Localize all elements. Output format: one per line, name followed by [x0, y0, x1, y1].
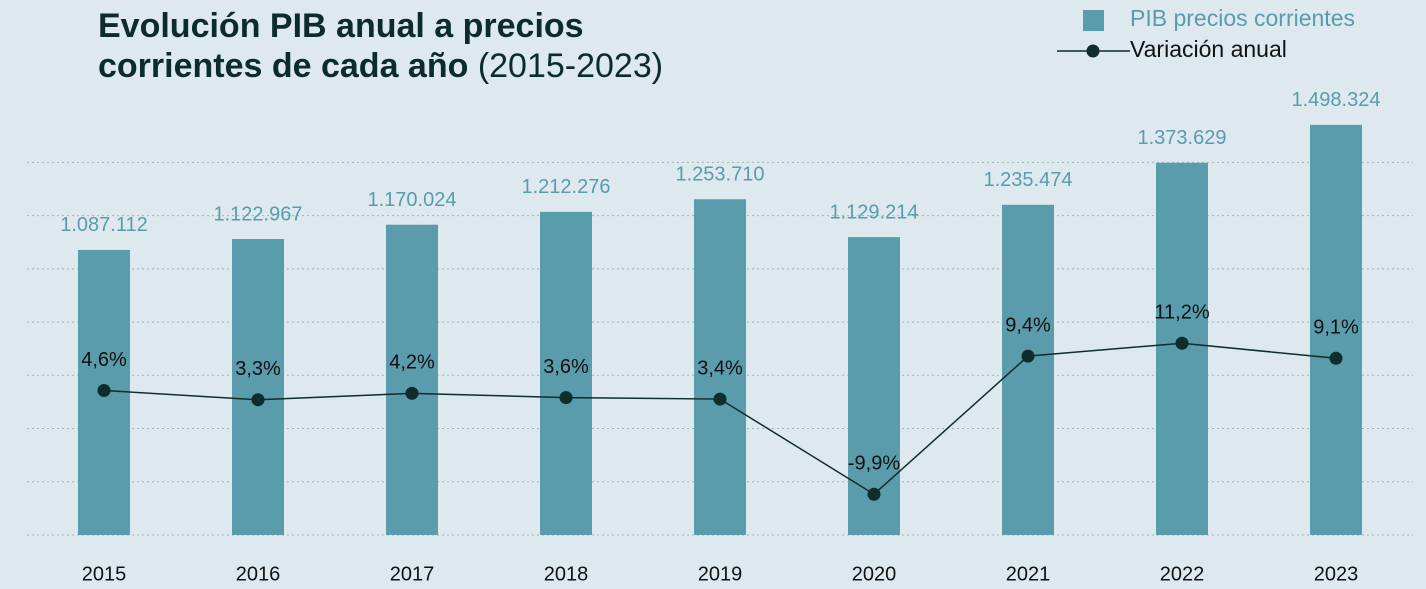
bar-value-label: 1.129.214 [830, 201, 919, 223]
legend-label: Variación anual [1130, 36, 1287, 62]
bar [386, 224, 438, 535]
x-tick-label: 2019 [698, 563, 743, 585]
line-value-label: 9,4% [1005, 314, 1051, 336]
line-value-label: 3,3% [235, 358, 281, 380]
title-text: Evolución PIB anual a precios corrientes… [98, 7, 584, 85]
bar [540, 211, 592, 535]
bar-value-label: 1.235.474 [984, 169, 1073, 191]
x-tick-label: 2017 [390, 563, 435, 585]
line-point [251, 393, 265, 407]
bar-value-label: 1.498.324 [1292, 89, 1381, 111]
x-tick-label: 2018 [544, 563, 589, 585]
line-value-label: 4,6% [81, 349, 127, 371]
line-value-label: -9,9% [848, 453, 900, 475]
bar-value-label: 1.253.710 [676, 164, 765, 186]
line-point [559, 391, 573, 405]
line-value-label: 9,1% [1313, 317, 1359, 339]
bar-value-label: 1.212.276 [522, 176, 611, 198]
bar-value-label: 1.087.112 [60, 214, 148, 236]
x-tick-label: 2016 [236, 563, 281, 585]
line-point [1021, 349, 1035, 363]
line-point [1175, 336, 1189, 350]
legend-marker [1086, 44, 1100, 58]
subtitle: (2015-2023) [477, 47, 664, 85]
x-tick-label: 2020 [852, 563, 897, 585]
bar-value-label: 1.170.024 [368, 189, 457, 211]
legend-label: PIB precios corrientes [1130, 5, 1355, 31]
bar [232, 239, 284, 535]
line-point [97, 383, 111, 397]
line-point [1329, 351, 1343, 365]
x-tick-label: 2022 [1160, 563, 1205, 585]
line-value-label: 3,6% [543, 356, 589, 378]
line-value-label: 11,2% [1154, 302, 1209, 324]
bar [1310, 124, 1362, 536]
x-tick-label: 2023 [1314, 563, 1359, 585]
x-tick-label: 2021 [1006, 563, 1051, 585]
bar-value-label: 1.373.629 [1138, 127, 1227, 149]
legend-swatch [1083, 10, 1104, 31]
x-tick-label: 2015 [82, 563, 127, 585]
bar [848, 237, 900, 536]
bar-value-label: 1.122.967 [214, 203, 303, 225]
line-point [867, 487, 881, 501]
line-value-label: 4,2% [389, 352, 435, 374]
bar [694, 199, 746, 535]
chart-title: Evolución PIB anual a precios corrientes… [98, 6, 698, 86]
bar [1002, 204, 1054, 536]
line-point [405, 386, 419, 400]
line-value-label: 3,4% [697, 357, 743, 379]
line-point [713, 392, 727, 406]
